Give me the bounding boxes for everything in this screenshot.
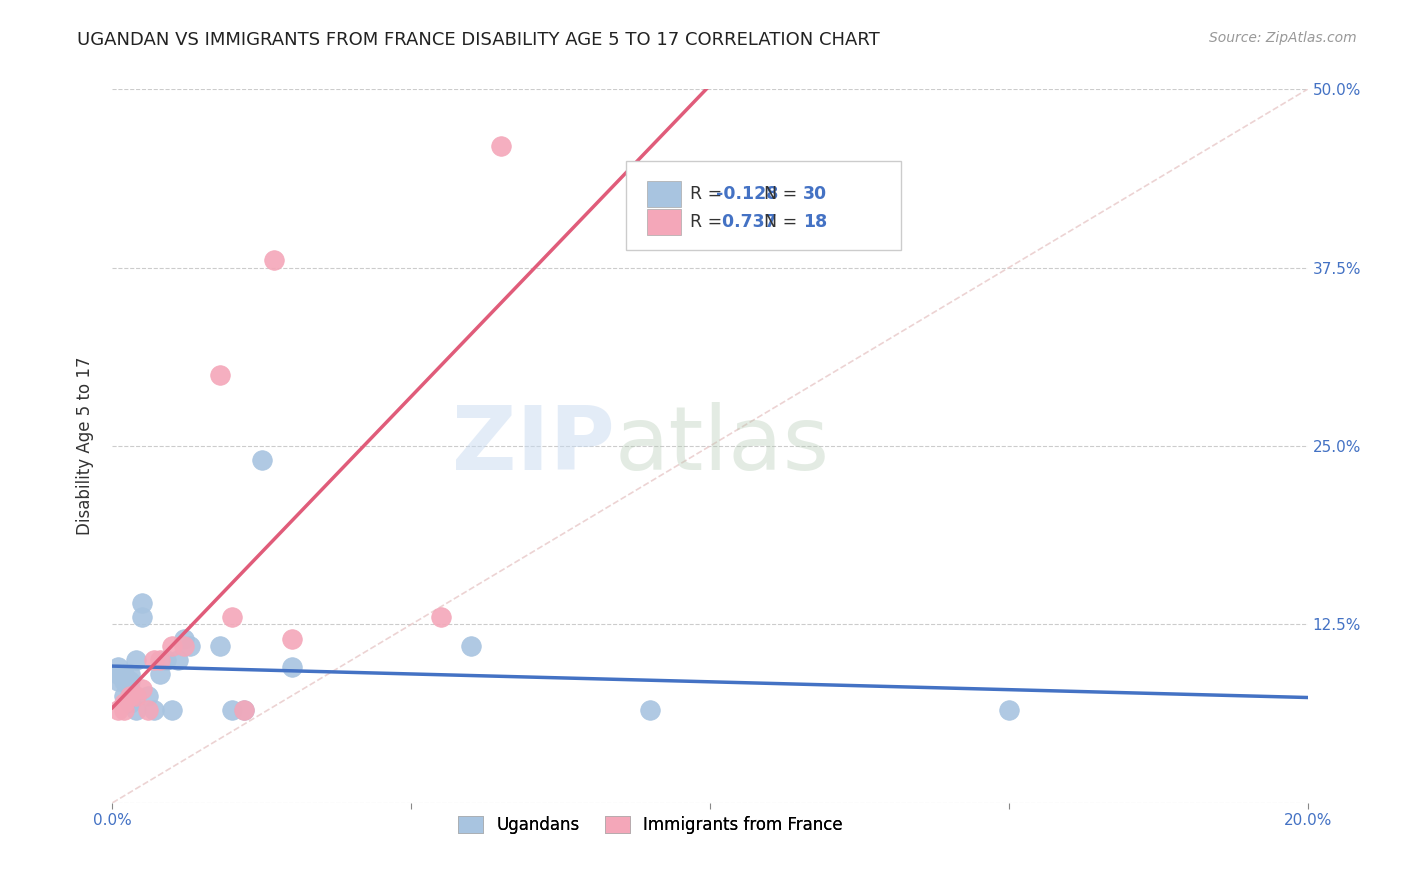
Point [143, 653, 166, 667]
Point [489, 139, 512, 153]
Point [221, 610, 243, 624]
Point [114, 674, 135, 689]
Point [125, 689, 148, 703]
Point [173, 639, 195, 653]
Point [263, 253, 285, 268]
Point [138, 703, 160, 717]
Text: 18: 18 [803, 213, 828, 231]
Text: ZIP: ZIP [451, 402, 614, 490]
Point [120, 674, 142, 689]
Point [167, 653, 190, 667]
Point [138, 689, 160, 703]
Point [107, 674, 129, 689]
Text: UGANDAN VS IMMIGRANTS FROM FRANCE DISABILITY AGE 5 TO 17 CORRELATION CHART: UGANDAN VS IMMIGRANTS FROM FRANCE DISABI… [77, 31, 880, 49]
FancyBboxPatch shape [647, 209, 681, 235]
Point [250, 453, 273, 467]
Point [107, 667, 129, 681]
Point [209, 639, 232, 653]
Text: N =: N = [763, 185, 803, 203]
Point [209, 368, 232, 382]
Text: 30: 30 [803, 185, 827, 203]
Y-axis label: Disability Age 5 to 17: Disability Age 5 to 17 [76, 357, 94, 535]
Point [120, 681, 142, 696]
Point [120, 667, 142, 681]
FancyBboxPatch shape [627, 161, 901, 250]
Point [640, 703, 662, 717]
Point [233, 703, 256, 717]
Point [107, 660, 129, 674]
Point [143, 703, 166, 717]
Point [173, 632, 195, 646]
Point [120, 696, 142, 710]
Legend: Ugandans, Immigrants from France: Ugandans, Immigrants from France [451, 809, 849, 841]
Point [233, 703, 256, 717]
Text: atlas: atlas [614, 402, 830, 490]
Point [125, 703, 148, 717]
Point [281, 632, 304, 646]
Point [131, 610, 153, 624]
Point [131, 596, 153, 610]
Point [114, 667, 135, 681]
FancyBboxPatch shape [647, 181, 681, 207]
Point [107, 703, 129, 717]
Point [149, 667, 172, 681]
Text: 0.737: 0.737 [717, 213, 778, 231]
Text: R =: R = [690, 185, 728, 203]
Point [162, 703, 183, 717]
Text: -0.128: -0.128 [717, 185, 779, 203]
Point [155, 653, 177, 667]
Text: R =: R = [690, 213, 728, 231]
Point [149, 653, 172, 667]
Point [114, 703, 135, 717]
Point [131, 681, 153, 696]
Point [114, 689, 135, 703]
Point [460, 639, 482, 653]
Point [281, 660, 304, 674]
Point [998, 703, 1021, 717]
Point [120, 689, 142, 703]
Text: Source: ZipAtlas.com: Source: ZipAtlas.com [1209, 31, 1357, 45]
Point [114, 696, 135, 710]
Text: N =: N = [763, 213, 803, 231]
Point [125, 653, 148, 667]
Point [221, 703, 243, 717]
Point [162, 639, 183, 653]
Point [430, 610, 453, 624]
Point [179, 639, 201, 653]
